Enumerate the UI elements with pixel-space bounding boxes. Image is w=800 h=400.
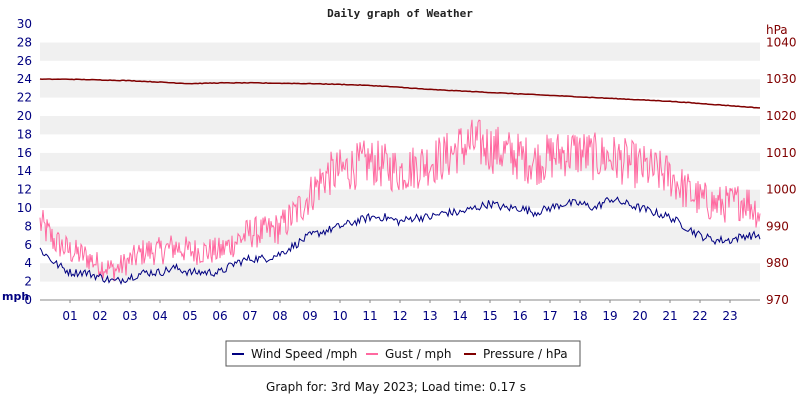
left-tick-label: 20 [17, 109, 32, 123]
left-tick-label: 6 [24, 238, 32, 252]
left-tick-label: 0 [24, 293, 32, 307]
left-axis-unit: mph [2, 290, 29, 303]
x-tick-label: 22 [692, 309, 707, 323]
grid-band [40, 152, 760, 172]
left-tick-label: 4 [24, 256, 32, 270]
grid-band [40, 263, 760, 282]
grid-bands [40, 24, 760, 300]
left-tick-label: 14 [17, 164, 32, 178]
left-tick-label: 28 [17, 35, 32, 49]
x-tick-label: 07 [242, 309, 257, 323]
grid-band [40, 24, 760, 43]
x-tick-label: 01 [62, 309, 77, 323]
series-layer [39, 78, 761, 286]
legend-label-wind-speed: Wind Speed /mph [251, 347, 357, 361]
x-tick-label: 04 [152, 309, 167, 323]
x-tick-label: 18 [572, 309, 587, 323]
x-tick-label: 17 [542, 309, 557, 323]
left-tick-label: 26 [17, 54, 32, 68]
x-tick-label: 05 [182, 309, 197, 323]
left-tick-label: 8 [24, 219, 32, 233]
series-line-wind-speed-mph [39, 196, 761, 286]
grid-band [40, 189, 760, 208]
x-tick-label: 11 [362, 309, 377, 323]
right-tick-label: 980 [766, 256, 789, 270]
left-tick-label: 22 [17, 91, 32, 105]
legend-label-pressure: Pressure / hPa [483, 347, 568, 361]
x-tick-label: 19 [602, 309, 617, 323]
left-tick-label: 2 [24, 275, 32, 289]
x-tick-label: 14 [452, 309, 467, 323]
grid-band [40, 226, 760, 245]
left-tick-label: 16 [17, 146, 32, 160]
series-line-gust-mph [39, 119, 761, 282]
x-tick-label: 12 [392, 309, 407, 323]
left-tick-label: 30 [17, 17, 32, 31]
x-tick-label: 15 [482, 309, 497, 323]
right-tick-label: 1040 [766, 35, 797, 49]
grid-band [40, 281, 760, 300]
x-tick-label: 08 [272, 309, 287, 323]
chart-title: Daily graph of Weather [327, 7, 473, 20]
legend-label-gust: Gust / mph [385, 347, 451, 361]
grid-band [40, 171, 760, 190]
grid-band [40, 134, 760, 153]
right-tick-label: 1010 [766, 146, 797, 160]
grid-band [40, 116, 760, 135]
right-tick-label: 1000 [766, 183, 797, 197]
x-tick-label: 23 [722, 309, 737, 323]
x-tick-label: 20 [632, 309, 647, 323]
x-tick-label: 13 [422, 309, 437, 323]
grid-band [40, 60, 760, 80]
right-tick-label: 970 [766, 293, 789, 307]
x-tick-label: 02 [92, 309, 107, 323]
x-tick-label: 09 [302, 309, 317, 323]
right-axis-unit: hPa [766, 23, 788, 37]
legend: Wind Speed /mph Gust / mph Pressure / hP… [225, 340, 581, 367]
right-tick-label: 1030 [766, 72, 797, 86]
x-tick-label: 21 [662, 309, 677, 323]
right-tick-label: 1020 [766, 109, 797, 123]
left-tick-label: 24 [17, 72, 32, 86]
grid-band [40, 208, 760, 227]
grid-band [40, 79, 760, 98]
left-tick-label: 12 [17, 183, 32, 197]
x-tick-label: 16 [512, 309, 527, 323]
axes-layer: 0246810121416182022242628309709809901000… [17, 17, 797, 323]
footer-text: Graph for: 3rd May 2023; Load time: 0.17… [266, 380, 526, 394]
left-tick-label: 18 [17, 127, 32, 141]
x-tick-label: 10 [332, 309, 347, 323]
right-tick-label: 990 [766, 219, 789, 233]
x-tick-label: 03 [122, 309, 137, 323]
grid-band [40, 42, 760, 61]
x-tick-label: 06 [212, 309, 227, 323]
series-line-pressure-hpa [39, 78, 760, 109]
grid-band [40, 97, 760, 116]
left-tick-label: 10 [17, 201, 32, 215]
legend-box [225, 340, 581, 367]
